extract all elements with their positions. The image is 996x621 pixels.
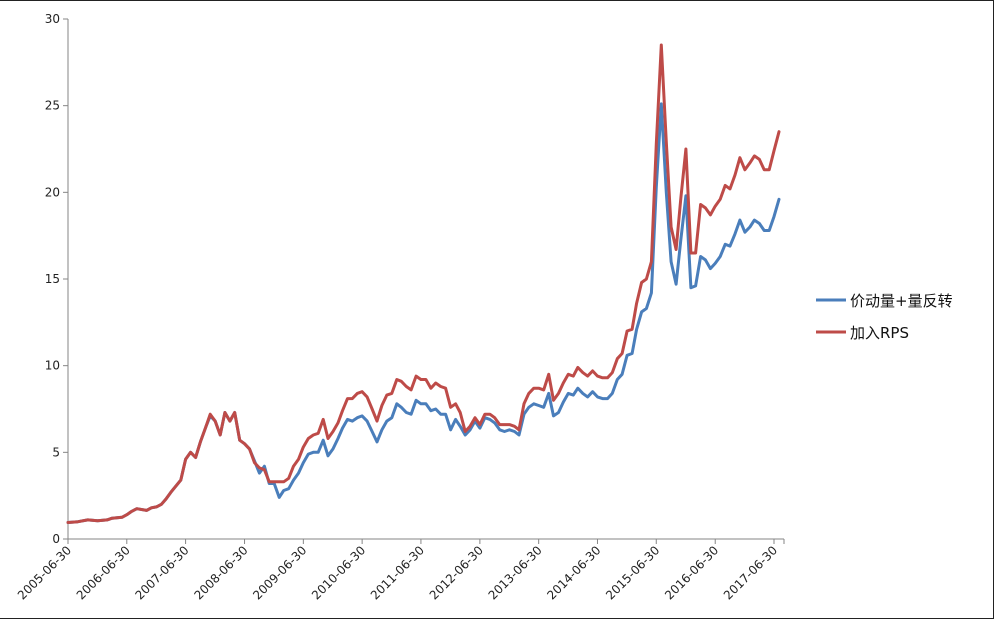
series-line-1	[66, 102, 781, 524]
x-tick-label: 2011-06-30	[368, 543, 427, 602]
x-tick-label: 2009-06-30	[250, 543, 309, 602]
x-tick-label: 2005-06-30	[15, 543, 74, 602]
legend-label: 价动量+量反转	[850, 292, 953, 310]
series-layer	[66, 43, 781, 524]
y-tick-label: 10	[45, 359, 60, 373]
y-tick-label: 25	[45, 99, 60, 113]
x-tick-label: 2015-06-30	[603, 543, 662, 602]
legend-label: 加入RPS	[850, 324, 909, 342]
x-tick-label: 2006-06-30	[74, 543, 133, 602]
x-tick-label: 2010-06-30	[309, 543, 368, 602]
x-tick-label: 2017-06-30	[721, 543, 780, 602]
x-tick-label: 2008-06-30	[191, 543, 250, 602]
x-tick-label: 2013-06-30	[486, 543, 545, 602]
x-axis: 2005-06-30 2006-06-30 2007-06-30 2008-06-30…	[15, 538, 785, 602]
y-tick-label: 20	[45, 185, 60, 199]
y-tick-label: 0	[52, 532, 60, 546]
x-tick-label: 2016-06-30	[662, 543, 721, 602]
x-tick-label: 2014-06-30	[544, 543, 603, 602]
y-tick-label: 30	[45, 12, 60, 26]
y-tick-label: 15	[45, 272, 60, 286]
x-tick-label: 2012-06-30	[427, 543, 486, 602]
y-tick-label: 5	[52, 445, 60, 459]
series-line-2	[66, 43, 781, 524]
x-tick-label: 2007-06-30	[132, 543, 191, 602]
y-axis: 0 5 10 15 20 25 30	[45, 12, 69, 546]
